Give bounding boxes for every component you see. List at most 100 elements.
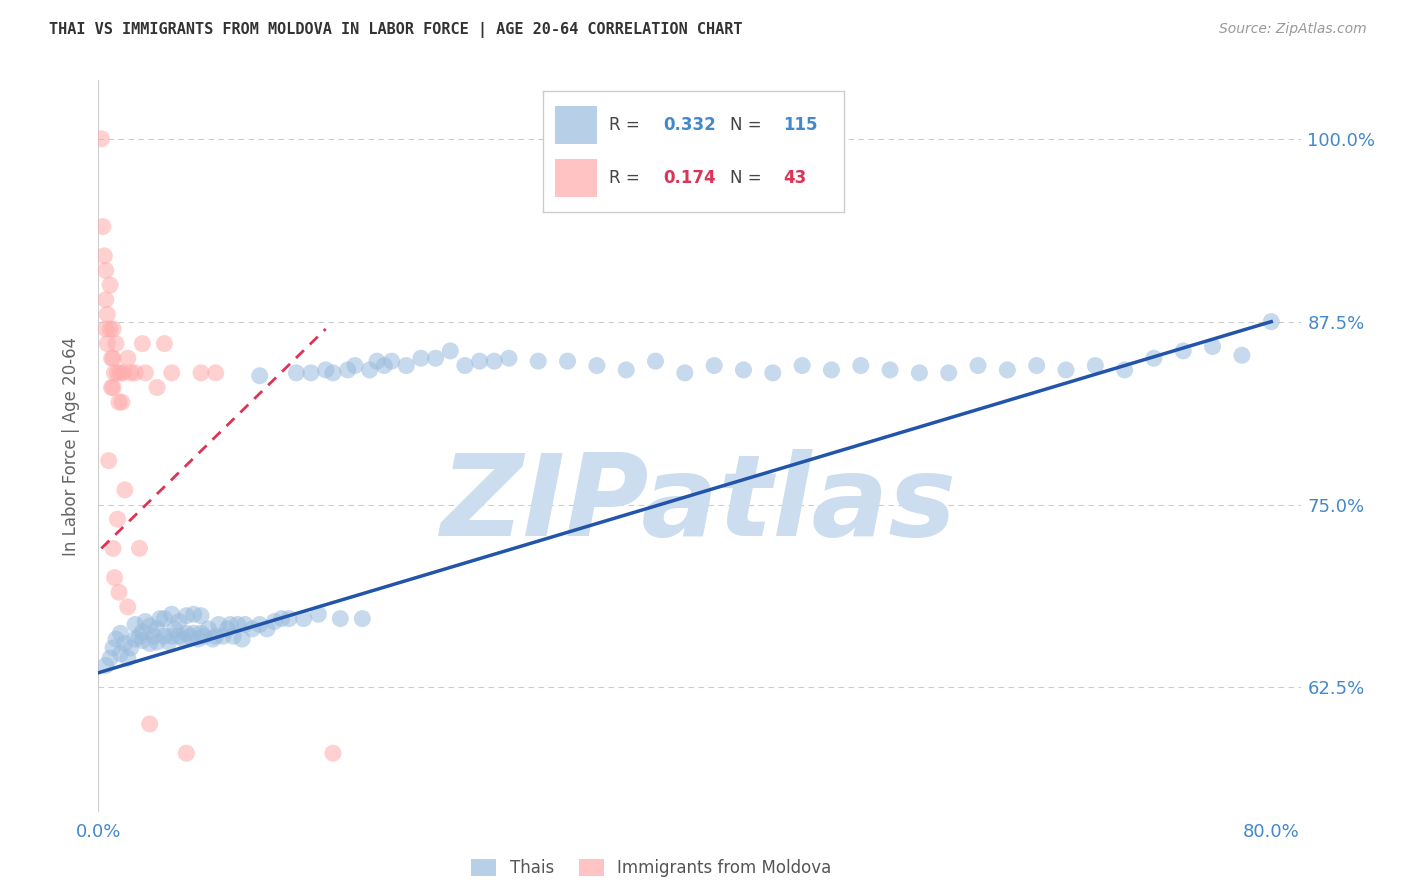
Point (138, 619, 160, 633)
Point (527, 354, 550, 368)
Point (117, 599, 139, 614)
Point (343, 359, 366, 373)
Point (1173, 343, 1195, 358)
Point (201, 632, 224, 646)
Point (131, 633, 153, 648)
Point (100, 351, 122, 366)
Point (322, 366, 344, 380)
Point (134, 366, 156, 380)
Point (134, 615, 156, 629)
Point (105, 632, 128, 646)
Point (103, 571, 125, 585)
Point (208, 617, 231, 632)
Point (160, 607, 183, 622)
Point (908, 366, 931, 380)
Point (146, 622, 169, 636)
Point (128, 541, 150, 556)
Point (222, 629, 245, 643)
Point (110, 647, 132, 661)
Point (101, 322, 124, 336)
Point (278, 612, 301, 626)
Point (1143, 351, 1166, 366)
Point (204, 366, 226, 380)
Point (131, 336, 153, 351)
Point (240, 622, 263, 636)
Point (733, 363, 755, 377)
Point (468, 354, 491, 368)
Point (395, 359, 418, 373)
Point (190, 608, 212, 623)
Point (673, 366, 696, 380)
Point (172, 632, 194, 646)
Point (100, 380, 122, 394)
Point (439, 343, 461, 358)
Point (117, 351, 139, 366)
Point (336, 363, 359, 377)
Point (187, 632, 209, 646)
Point (107, 366, 129, 380)
Point (190, 366, 212, 380)
Point (454, 359, 477, 373)
Point (110, 626, 132, 640)
Point (352, 612, 374, 626)
Point (96, 307, 118, 321)
Point (329, 612, 352, 626)
Point (101, 541, 124, 556)
Point (1201, 339, 1223, 353)
Point (103, 366, 125, 380)
Point (190, 626, 212, 640)
Point (97, 453, 120, 467)
Point (285, 366, 308, 380)
Point (98, 651, 121, 665)
Point (256, 622, 278, 636)
Point (114, 636, 136, 650)
Point (117, 651, 139, 665)
Point (409, 351, 432, 366)
Point (167, 615, 190, 629)
Point (1230, 348, 1253, 362)
Point (176, 608, 198, 623)
Point (98, 278, 121, 293)
Point (91, 219, 114, 234)
Point (138, 717, 160, 731)
Point (1114, 363, 1136, 377)
Point (212, 629, 235, 643)
Point (96, 336, 118, 351)
Point (366, 354, 388, 368)
Text: Source: ZipAtlas.com: Source: ZipAtlas.com (1219, 22, 1367, 37)
Point (644, 354, 666, 368)
Point (849, 359, 872, 373)
Point (967, 359, 990, 373)
Point (484, 354, 506, 368)
Point (233, 617, 256, 632)
Point (703, 359, 725, 373)
Point (938, 366, 960, 380)
Y-axis label: In Labor Force | Age 20-64: In Labor Force | Age 20-64 (62, 336, 80, 556)
Point (120, 640, 142, 655)
Point (176, 746, 198, 760)
Point (1260, 315, 1282, 329)
Point (820, 363, 842, 377)
Point (114, 483, 136, 497)
Point (94, 263, 117, 277)
Point (557, 354, 579, 368)
Point (153, 629, 176, 643)
Point (120, 366, 142, 380)
Point (143, 629, 166, 643)
Point (204, 629, 226, 643)
Point (101, 351, 124, 366)
Point (131, 624, 153, 639)
Point (249, 368, 271, 383)
Point (197, 622, 219, 636)
Point (879, 363, 901, 377)
Point (101, 640, 124, 655)
Point (105, 336, 128, 351)
Legend: Thais, Immigrants from Moldova: Thais, Immigrants from Moldova (464, 853, 838, 884)
Point (112, 366, 135, 380)
Point (111, 395, 134, 409)
Point (108, 585, 131, 599)
Point (124, 632, 146, 646)
Point (193, 629, 215, 643)
Point (179, 629, 201, 643)
Point (90, 132, 112, 146)
